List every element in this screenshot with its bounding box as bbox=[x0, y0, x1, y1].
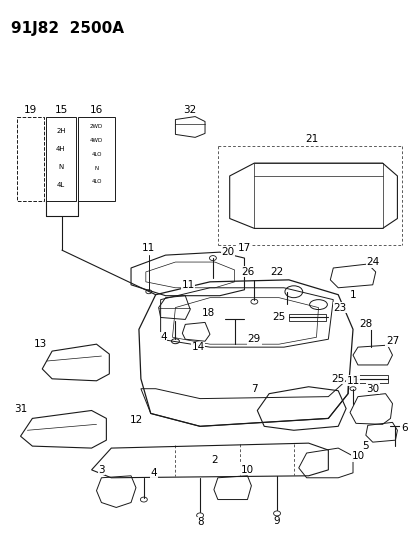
Text: 9: 9 bbox=[273, 516, 280, 526]
Text: 91J82  2500A: 91J82 2500A bbox=[11, 21, 123, 36]
Text: 23: 23 bbox=[333, 303, 346, 312]
Text: 12: 12 bbox=[129, 415, 142, 425]
Text: 15: 15 bbox=[54, 104, 67, 115]
Text: 2WD: 2WD bbox=[90, 124, 103, 129]
Text: 24: 24 bbox=[365, 257, 378, 267]
Bar bbox=[288, 313, 325, 321]
Text: 19: 19 bbox=[24, 104, 37, 115]
Text: 25: 25 bbox=[272, 312, 285, 322]
Text: 14: 14 bbox=[191, 342, 204, 352]
Bar bbox=[352, 375, 387, 383]
Text: 27: 27 bbox=[385, 336, 398, 346]
Text: 3: 3 bbox=[98, 465, 104, 475]
Text: 2H: 2H bbox=[56, 128, 66, 134]
Text: 17: 17 bbox=[237, 243, 251, 253]
Text: 30: 30 bbox=[366, 384, 378, 394]
Text: 11: 11 bbox=[346, 376, 359, 386]
Text: 29: 29 bbox=[247, 334, 260, 344]
Text: 10: 10 bbox=[351, 451, 363, 461]
Text: 31: 31 bbox=[14, 403, 27, 414]
Text: 4H: 4H bbox=[56, 146, 66, 152]
Text: 7: 7 bbox=[250, 384, 257, 394]
Text: 8: 8 bbox=[196, 518, 203, 527]
Text: 4L: 4L bbox=[57, 182, 65, 188]
Text: 26: 26 bbox=[240, 267, 254, 277]
Text: 6: 6 bbox=[400, 423, 407, 433]
Text: N: N bbox=[58, 164, 64, 170]
Text: 18: 18 bbox=[201, 308, 214, 318]
Text: 11: 11 bbox=[181, 280, 195, 290]
Text: 2: 2 bbox=[211, 455, 218, 465]
Text: 4: 4 bbox=[150, 468, 157, 478]
Text: 22: 22 bbox=[270, 267, 283, 277]
Text: 4LO: 4LO bbox=[91, 152, 102, 157]
Text: 10: 10 bbox=[240, 465, 254, 475]
Text: 25: 25 bbox=[331, 374, 344, 384]
Text: 13: 13 bbox=[33, 339, 47, 349]
Text: 16: 16 bbox=[90, 104, 103, 115]
Text: 32: 32 bbox=[183, 104, 196, 115]
Text: N: N bbox=[94, 166, 98, 171]
Text: 1: 1 bbox=[349, 290, 356, 300]
Text: 5: 5 bbox=[362, 441, 368, 451]
Text: 4WD: 4WD bbox=[90, 138, 103, 143]
Text: 20: 20 bbox=[221, 247, 234, 257]
Text: 28: 28 bbox=[358, 319, 372, 329]
Text: 11: 11 bbox=[142, 243, 155, 253]
Text: 4LO: 4LO bbox=[91, 180, 102, 184]
Text: 21: 21 bbox=[304, 134, 318, 144]
Text: 4: 4 bbox=[160, 332, 166, 342]
